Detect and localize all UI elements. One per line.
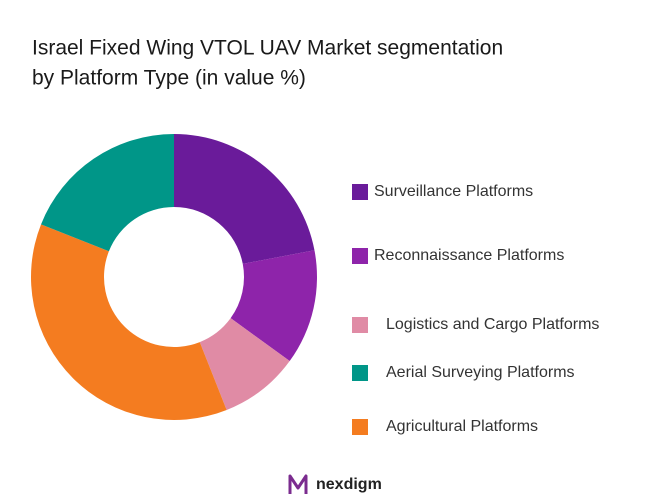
donut-slice [31, 224, 227, 420]
legend-swatch [352, 184, 368, 200]
donut-slice [230, 250, 317, 362]
brand-logo [288, 474, 308, 494]
legend-label: Agricultural Platforms [386, 418, 538, 435]
chart-title: by Platform Type (in value %) [32, 67, 306, 90]
legend-swatch [352, 248, 368, 264]
legend-label: Logistics and Cargo Platforms [386, 316, 599, 333]
donut-slice [199, 318, 290, 410]
legend-label: Reconnaissance Platforms [374, 247, 564, 264]
legend-swatch [352, 419, 368, 435]
legend-label: Surveillance Platforms [374, 183, 533, 200]
legend-swatch [352, 365, 368, 381]
brand-name: nexdigm [316, 476, 382, 493]
legend-swatch [352, 317, 368, 333]
donut-slice [174, 134, 315, 264]
donut-slice [41, 134, 174, 252]
legend-label: Aerial Surveying Platforms [386, 364, 575, 381]
chart-title: Israel Fixed Wing VTOL UAV Market segmen… [32, 37, 503, 60]
